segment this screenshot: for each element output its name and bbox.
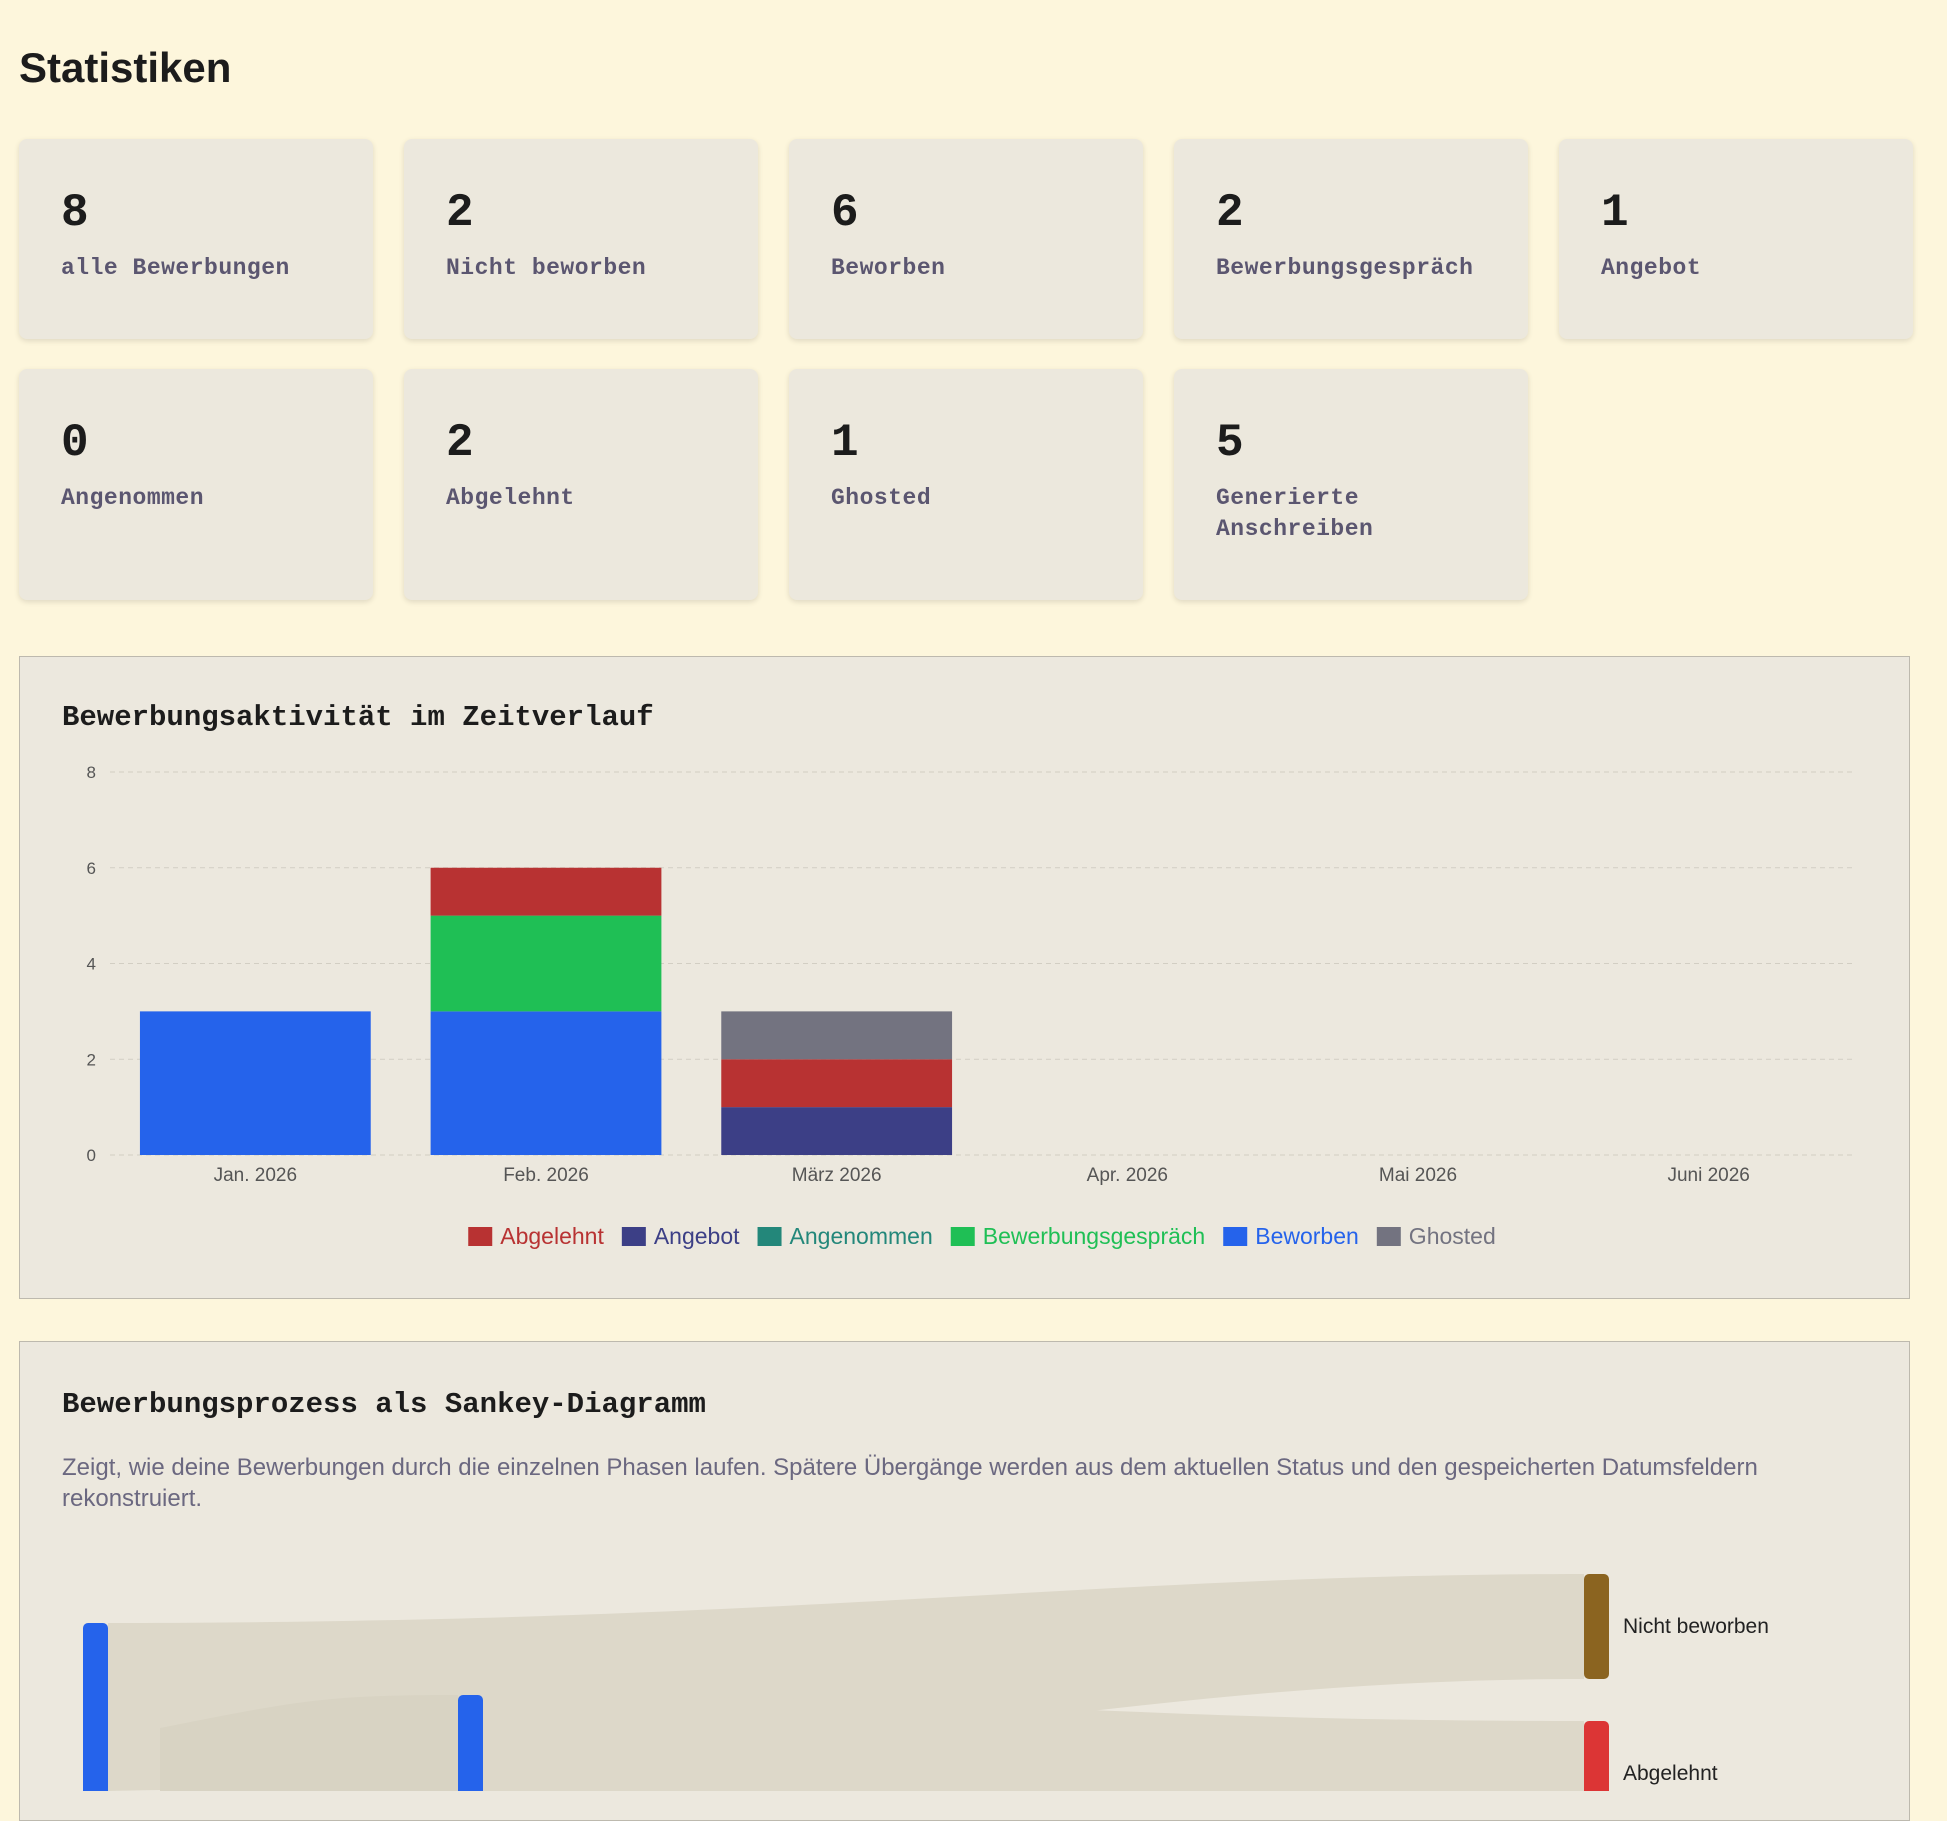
stat-label: Bewerbungsgespräch bbox=[1216, 255, 1474, 281]
legend-label: Beworben bbox=[1255, 1223, 1359, 1249]
x-tick-label: März 2026 bbox=[792, 1165, 882, 1186]
stat-value: 5 bbox=[1216, 417, 1244, 469]
stat-value: 2 bbox=[1216, 187, 1244, 239]
sankey-title: Bewerbungsprozess als Sankey-Diagramm bbox=[62, 1388, 706, 1421]
x-tick-label: Jan. 2026 bbox=[214, 1165, 297, 1186]
stat-label: Ghosted bbox=[831, 485, 932, 511]
x-tick-label: Mai 2026 bbox=[1379, 1165, 1457, 1186]
x-tick-label: Apr. 2026 bbox=[1087, 1165, 1168, 1186]
bar bbox=[721, 1059, 953, 1108]
legend-swatch bbox=[757, 1227, 782, 1246]
stat-card: 2 Abgelehnt bbox=[404, 369, 758, 600]
x-tick-label: Feb. 2026 bbox=[503, 1165, 589, 1186]
stat-label: Beworben bbox=[831, 255, 946, 281]
bar bbox=[721, 1011, 953, 1060]
sankey-node-label: Nicht beworben bbox=[1623, 1615, 1769, 1638]
stat-card: 0 Angenommen bbox=[19, 369, 373, 600]
legend-swatch bbox=[621, 1227, 646, 1246]
stat-card: 8 alle Bewerbungen bbox=[19, 139, 373, 339]
y-tick-label: 2 bbox=[87, 1050, 96, 1069]
legend-label: Angenommen bbox=[790, 1223, 933, 1249]
legend-swatch bbox=[468, 1227, 493, 1246]
chart-panel: Bewerbungsaktivität im Zeitverlauf bbox=[19, 656, 1910, 1299]
stat-value: 0 bbox=[61, 417, 89, 469]
legend-label: Abgelehnt bbox=[500, 1223, 604, 1249]
stat-card: 2 Nicht beworben bbox=[404, 139, 758, 339]
stat-card: 2 Bewerbungsgespräch bbox=[1174, 139, 1528, 339]
bar bbox=[430, 867, 662, 916]
legend-label: Angebot bbox=[654, 1223, 740, 1249]
stat-card: 1 Ghosted bbox=[789, 369, 1143, 600]
stat-value: 1 bbox=[831, 417, 859, 469]
sankey-node bbox=[83, 1623, 108, 1791]
stat-value: 8 bbox=[61, 187, 89, 239]
sankey-node bbox=[458, 1695, 483, 1791]
stat-label: Angenommen bbox=[61, 485, 205, 511]
stat-card: 5 Generierte Anschreiben bbox=[1174, 369, 1528, 600]
bar bbox=[139, 1011, 371, 1155]
stat-card: 6 Beworben bbox=[789, 139, 1143, 339]
bar bbox=[721, 1107, 953, 1155]
stat-label: Abgelehnt bbox=[446, 485, 575, 511]
stat-label: Nicht beworben bbox=[446, 255, 647, 281]
sankey-node bbox=[1584, 1574, 1609, 1679]
legend-swatch bbox=[950, 1227, 975, 1246]
stat-value: 6 bbox=[831, 187, 859, 239]
stat-card: 1 Angebot bbox=[1559, 139, 1913, 339]
stat-value: 1 bbox=[1601, 187, 1629, 239]
stat-label: alle Bewerbungen bbox=[61, 255, 290, 281]
stat-value: 2 bbox=[446, 417, 474, 469]
legend-swatch bbox=[1376, 1227, 1401, 1246]
legend-label: Ghosted bbox=[1409, 1223, 1496, 1249]
sankey-description: Zeigt, wie deine Bewerbungen durch die e… bbox=[62, 1454, 1758, 1512]
sankey-node-label: Abgelehnt bbox=[1623, 1762, 1718, 1785]
bar bbox=[430, 1011, 662, 1155]
page-title: Statistiken bbox=[19, 44, 232, 91]
chart-title: Bewerbungsaktivität im Zeitverlauf bbox=[62, 701, 654, 734]
sankey-flow bbox=[160, 1695, 458, 1791]
x-tick-label: Juni 2026 bbox=[1667, 1165, 1749, 1186]
legend-label: Bewerbungsgespräch bbox=[983, 1223, 1205, 1249]
stat-label: Angebot bbox=[1601, 255, 1702, 281]
legend: Abgelehnt Angebot Angenommen Bewerbungsgesp… bbox=[468, 1223, 1496, 1249]
stat-label: Generierte Anschreiben bbox=[1216, 485, 1374, 542]
sankey-node bbox=[1584, 1721, 1609, 1791]
stat-value: 2 bbox=[446, 187, 474, 239]
sankey-flow bbox=[483, 1695, 1584, 1791]
y-tick-label: 8 bbox=[87, 763, 96, 782]
y-tick-label: 6 bbox=[87, 859, 96, 878]
y-tick-label: 4 bbox=[87, 955, 96, 974]
chart: 0 2 4 6 8 Jan. 2026 Feb. 2026 März 2026 Apr. 202… bbox=[87, 763, 1854, 1249]
legend-swatch bbox=[1223, 1227, 1248, 1246]
bar bbox=[430, 915, 662, 1012]
y-tick-label: 0 bbox=[87, 1146, 96, 1165]
